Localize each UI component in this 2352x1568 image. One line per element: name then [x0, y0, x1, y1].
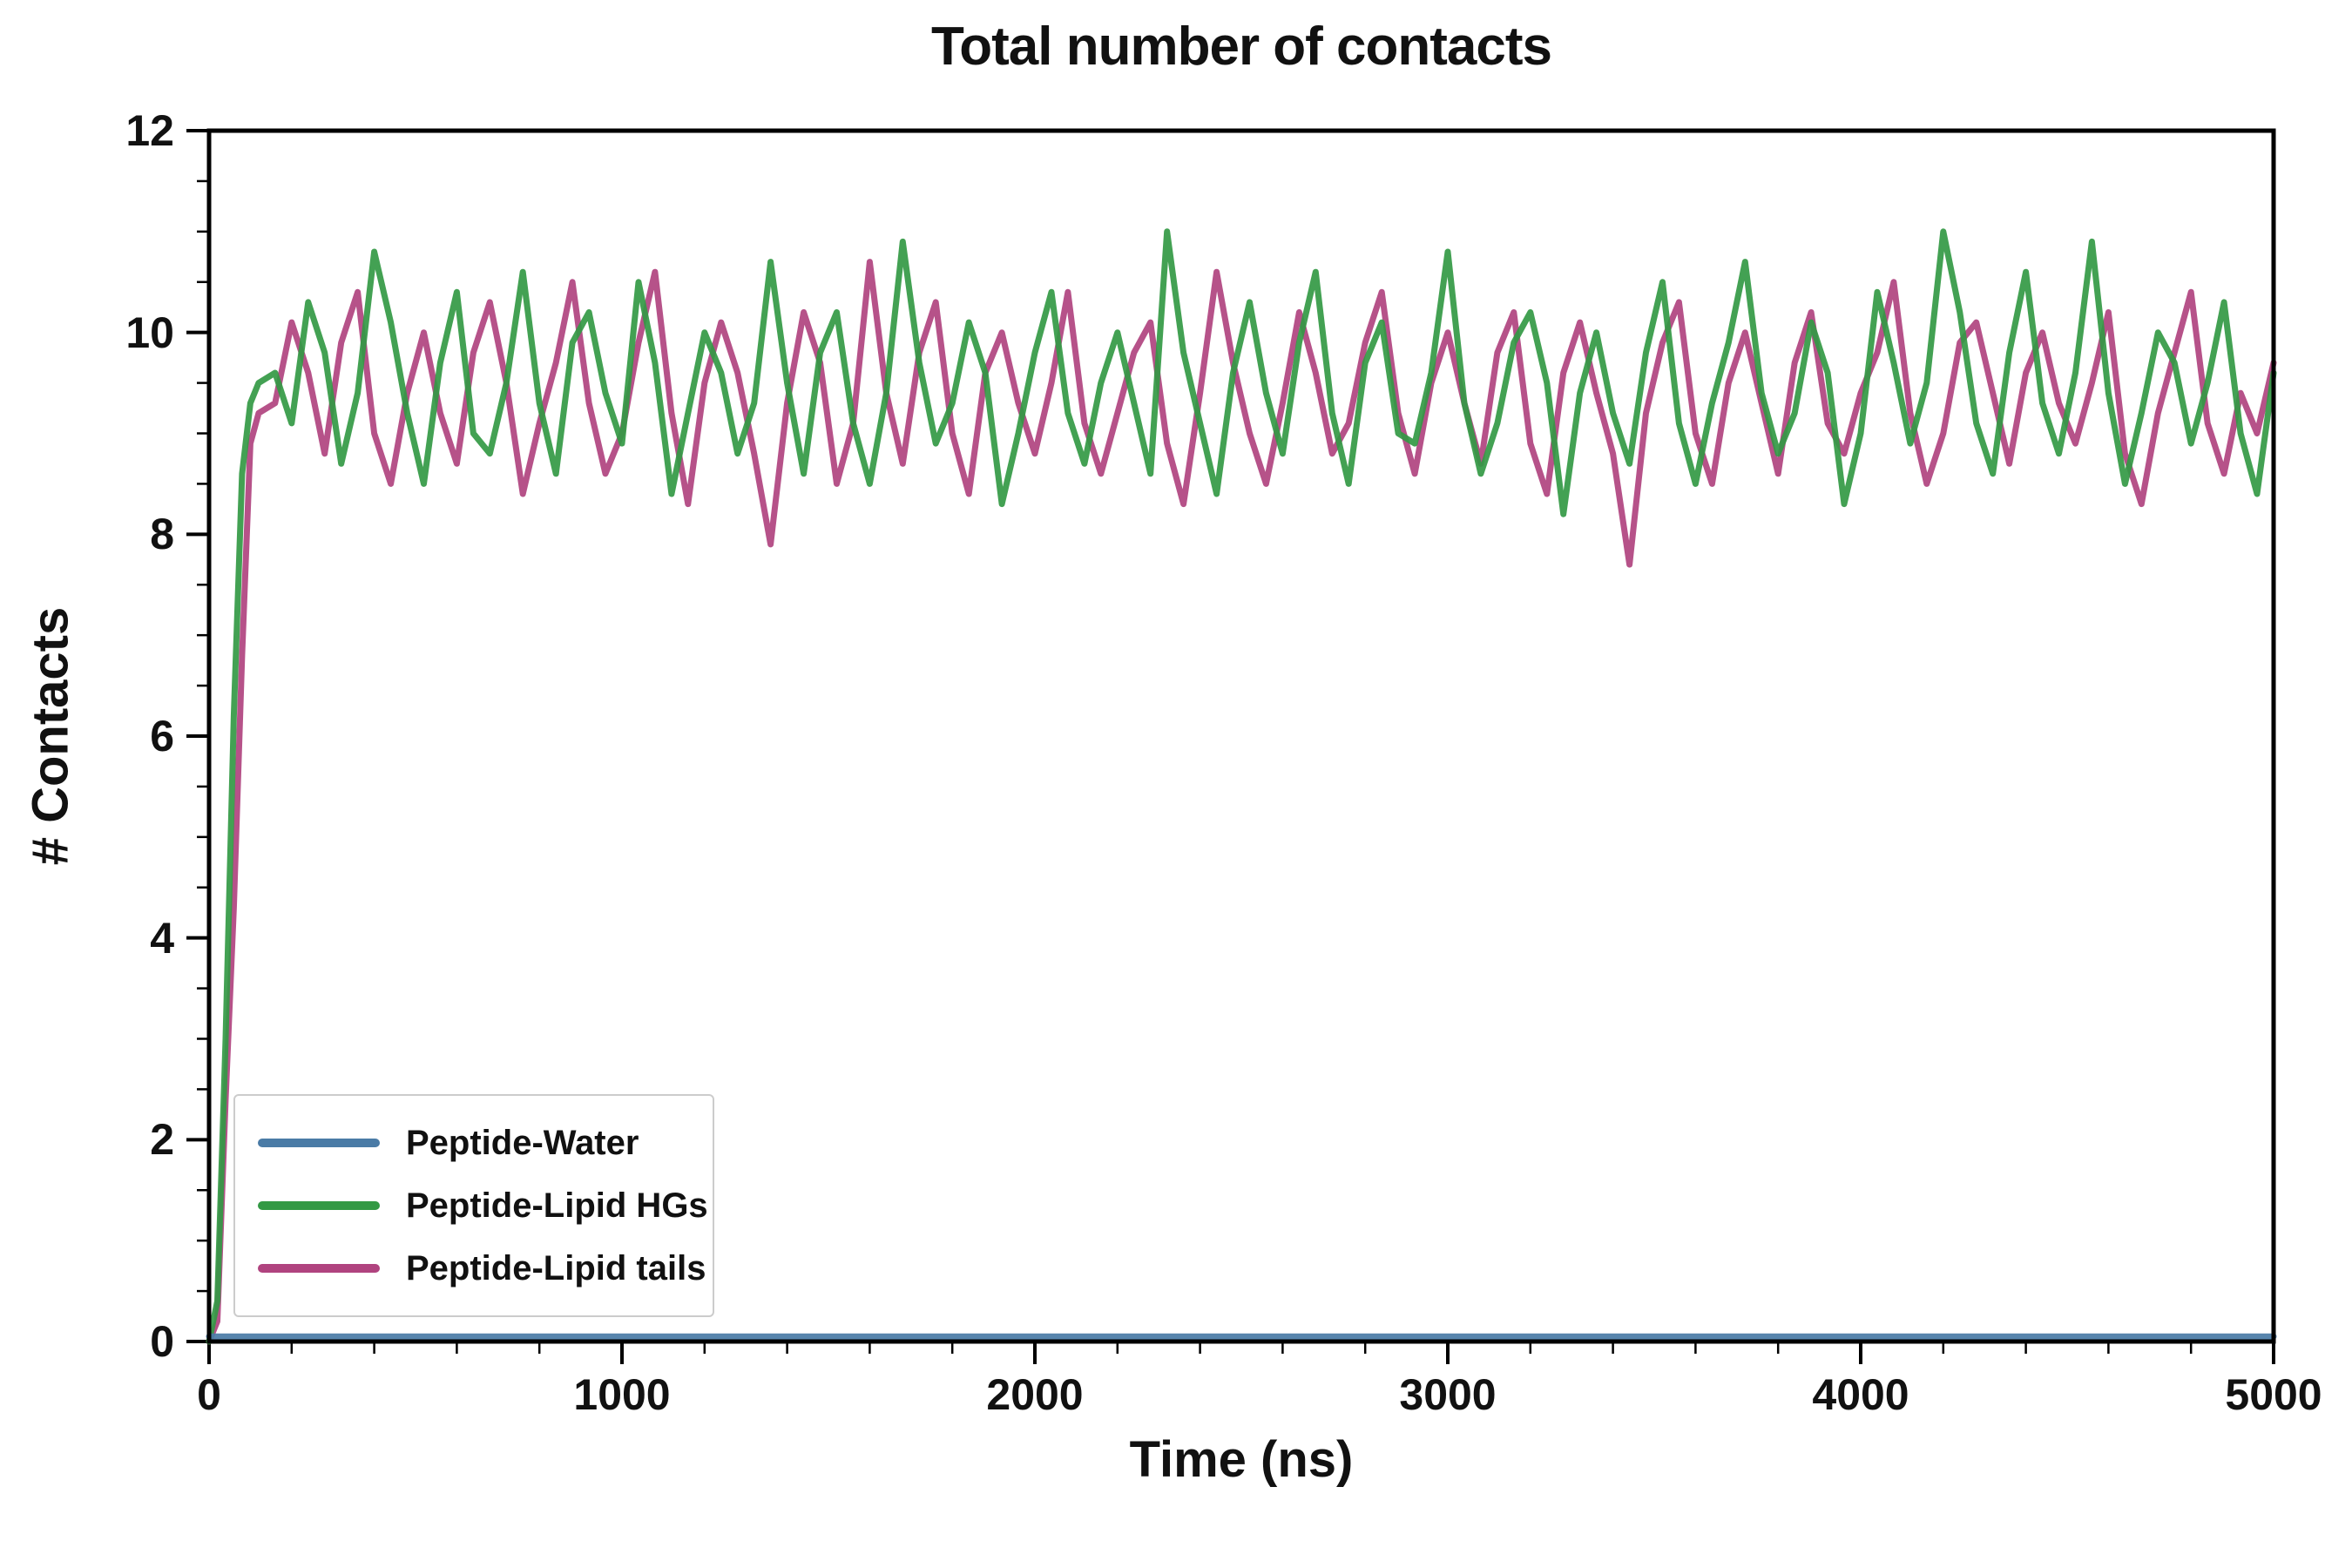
- legend-swatch-icon: [258, 1201, 380, 1210]
- plot-frame: [206, 128, 2276, 1344]
- x-tick-label: 4000: [1812, 1370, 1909, 1419]
- x-axis-label: Time (ns): [1129, 1431, 1354, 1488]
- y-tick-label: 4: [150, 913, 174, 963]
- y-tick-label: 0: [150, 1317, 174, 1366]
- series-line-peptide-lipid-hgs: [206, 228, 2277, 1345]
- y-tick-label: 2: [150, 1115, 174, 1165]
- y-tick-label: 10: [125, 308, 174, 357]
- legend-entry: Peptide-Lipid tails: [258, 1237, 706, 1300]
- x-tick-label: 2000: [986, 1370, 1084, 1419]
- legend-swatch-icon: [258, 1139, 380, 1147]
- legend-entry: Peptide-Lipid HGs: [258, 1174, 708, 1237]
- x-tick-label: 3000: [1399, 1370, 1497, 1419]
- y-tick-label: 6: [150, 712, 174, 760]
- y-tick-label: 8: [150, 510, 174, 559]
- x-tick-label: 1000: [573, 1370, 671, 1419]
- x-tick-label: 5000: [2225, 1370, 2322, 1419]
- y-tick-label: 12: [125, 106, 174, 155]
- y-axis-label: # Contacts: [22, 606, 79, 866]
- legend: Peptide-Water Peptide-Lipid HGs Peptide-Li…: [233, 1094, 714, 1317]
- legend-entry: Peptide-Water: [258, 1112, 690, 1174]
- legend-label: Peptide-Lipid HGs: [406, 1186, 708, 1225]
- legend-label: Peptide-Lipid tails: [406, 1248, 706, 1288]
- x-tick-label: 0: [197, 1370, 221, 1419]
- legend-swatch-icon: [258, 1264, 380, 1273]
- chart-title: Total number of contacts: [930, 17, 1552, 77]
- series-line-peptide-lipid-tails: [206, 259, 2277, 1345]
- legend-label: Peptide-Water: [406, 1123, 639, 1162]
